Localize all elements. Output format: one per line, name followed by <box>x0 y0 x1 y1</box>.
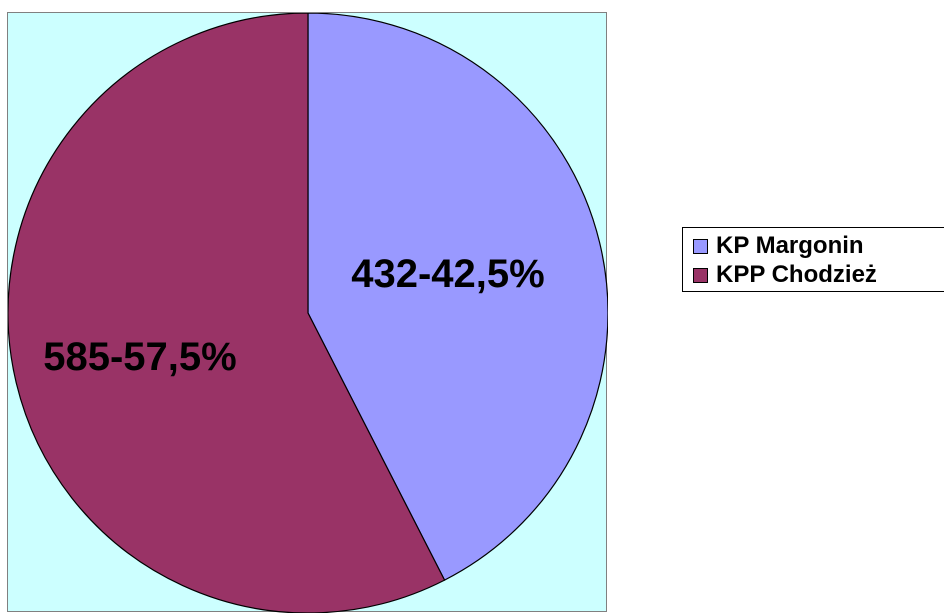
legend-label-kpp-chodziez: KPP Chodzież <box>716 261 877 288</box>
legend-swatch-kp-margonin <box>693 238 708 254</box>
data-label-kp-margonin: 432-42,5% <box>351 252 544 296</box>
legend-label-kp-margonin: KP Margonin <box>716 232 864 259</box>
pie-slice-kp-margonin <box>307 13 608 581</box>
legend: KP Margonin KPP Chodzież <box>682 227 944 292</box>
legend-item-kpp-chodziez: KPP Chodzież <box>693 260 877 290</box>
pie-chart: 432-42,5% 585-57,5% <box>8 13 608 613</box>
data-label-kpp-chodziez: 585-57,5% <box>43 335 236 379</box>
legend-item-kp-margonin: KP Margonin <box>693 231 864 261</box>
plot-area: 432-42,5% 585-57,5% <box>7 12 608 613</box>
legend-swatch-kpp-chodziez <box>693 267 708 283</box>
